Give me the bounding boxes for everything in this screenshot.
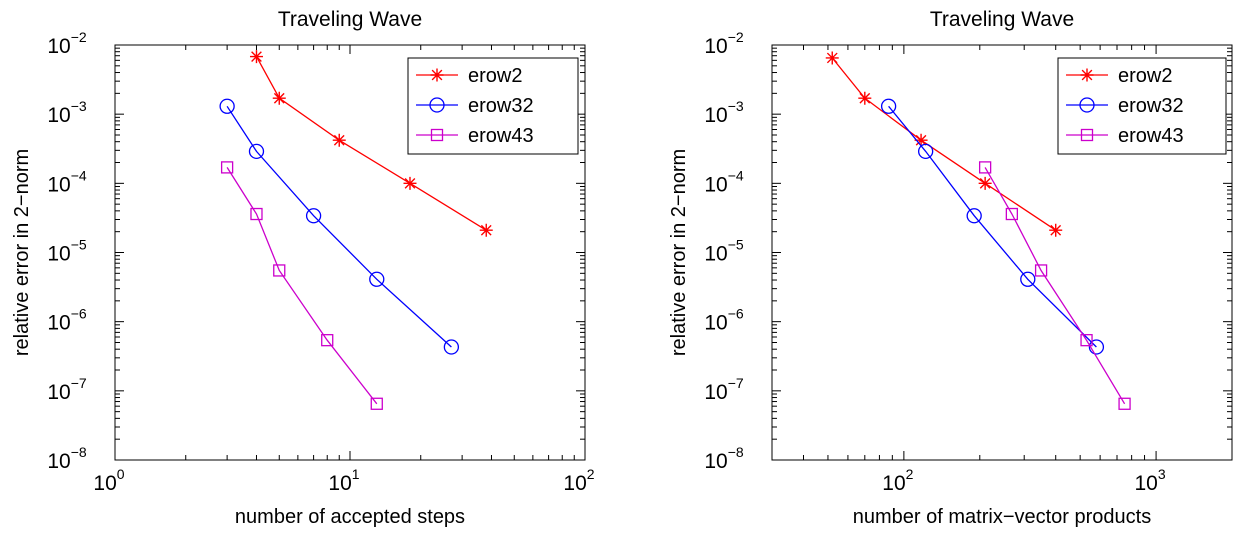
data-point bbox=[403, 176, 417, 190]
legend-marker bbox=[429, 97, 445, 113]
data-point bbox=[305, 208, 322, 224]
series-line bbox=[888, 105, 1097, 348]
y-tick-label: 10−3 bbox=[47, 98, 87, 127]
data-point bbox=[978, 161, 992, 174]
data-point bbox=[369, 271, 385, 287]
y-tick-label: 10−8 bbox=[704, 444, 744, 473]
data-point bbox=[1088, 339, 1105, 355]
data-point bbox=[248, 143, 265, 160]
y-tick-label: 10−4 bbox=[704, 167, 744, 196]
data-point bbox=[370, 397, 383, 410]
data-point bbox=[321, 334, 334, 347]
y-tick-label: 10−6 bbox=[47, 306, 87, 335]
series-erow43 bbox=[220, 161, 383, 410]
series-erow2 bbox=[825, 51, 1063, 237]
x-axis-label: number of accepted steps bbox=[235, 506, 465, 528]
series-line bbox=[984, 167, 1126, 405]
series-erow32 bbox=[219, 98, 460, 355]
y-tick-label: 10−2 bbox=[47, 29, 87, 58]
legend-marker bbox=[1080, 68, 1094, 82]
data-point bbox=[272, 91, 286, 105]
data-point bbox=[966, 208, 982, 224]
y-tick-label: 10−7 bbox=[47, 375, 87, 404]
x-tick-label: 101 bbox=[328, 466, 359, 495]
chart-title: Traveling Wave bbox=[278, 8, 422, 31]
data-point bbox=[858, 91, 872, 105]
x-tick-label: 103 bbox=[1135, 466, 1166, 495]
series-erow2 bbox=[249, 50, 493, 237]
data-point bbox=[249, 50, 263, 64]
legend: erow2 erow32 erow43 bbox=[1057, 57, 1227, 155]
legend-entry: erow32 bbox=[1118, 95, 1184, 117]
x-axis-label: number of matrix−vector products bbox=[853, 506, 1151, 528]
data-point bbox=[1034, 264, 1048, 277]
series-line bbox=[226, 167, 378, 405]
panel-1: Traveling Wave number of accepted steps re… bbox=[11, 8, 595, 528]
legend-entry: erow2 bbox=[1118, 65, 1172, 87]
legend-entry: erow2 bbox=[468, 65, 522, 87]
data-point bbox=[250, 207, 263, 221]
y-tick-label: 10−3 bbox=[704, 98, 744, 127]
y-axis-label: relative error in 2−norm bbox=[11, 149, 33, 356]
y-tick-label: 10−4 bbox=[47, 167, 87, 196]
data-point bbox=[880, 98, 897, 114]
data-point bbox=[219, 98, 235, 114]
data-point bbox=[220, 161, 234, 174]
y-axis-label: relative error in 2−norm bbox=[668, 149, 690, 356]
data-point bbox=[914, 133, 928, 147]
data-point bbox=[1005, 207, 1019, 221]
y-tick-label: 10−5 bbox=[47, 237, 87, 266]
series-erow32 bbox=[880, 98, 1105, 355]
x-tick-label: 102 bbox=[882, 466, 913, 495]
data-point bbox=[443, 339, 460, 355]
y-tick-label: 10−6 bbox=[704, 306, 744, 335]
data-point bbox=[332, 133, 346, 147]
y-tick-label: 10−2 bbox=[704, 29, 744, 58]
data-point bbox=[479, 223, 493, 237]
legend-marker bbox=[430, 128, 444, 142]
x-tick-label: 102 bbox=[563, 466, 594, 495]
data-point bbox=[1049, 223, 1063, 237]
legend: erow2 erow32 erow43 bbox=[407, 57, 579, 155]
legend-entry: erow43 bbox=[468, 125, 534, 147]
series-line bbox=[226, 105, 452, 348]
data-point bbox=[1118, 397, 1131, 410]
series-erow43 bbox=[978, 161, 1131, 410]
x-tick-label: 100 bbox=[93, 466, 124, 495]
data-point bbox=[1080, 334, 1093, 347]
legend-marker bbox=[1079, 97, 1095, 113]
legend-marker bbox=[1080, 128, 1094, 142]
data-point bbox=[1020, 271, 1036, 287]
legend-marker bbox=[430, 68, 444, 82]
series-line bbox=[831, 57, 1057, 231]
data-point bbox=[978, 176, 992, 190]
data-point bbox=[825, 51, 839, 65]
data-point bbox=[918, 143, 934, 160]
y-tick-label: 10−8 bbox=[47, 444, 87, 473]
chart-title: Traveling Wave bbox=[930, 8, 1074, 31]
legend-entry: erow43 bbox=[1118, 125, 1184, 147]
legend-entry: erow32 bbox=[468, 95, 534, 117]
y-tick-label: 10−7 bbox=[704, 375, 744, 404]
panel-2: Traveling Wave number of matrix−vector pr… bbox=[668, 8, 1233, 528]
data-point bbox=[273, 264, 286, 277]
y-tick-label: 10−5 bbox=[704, 237, 744, 266]
